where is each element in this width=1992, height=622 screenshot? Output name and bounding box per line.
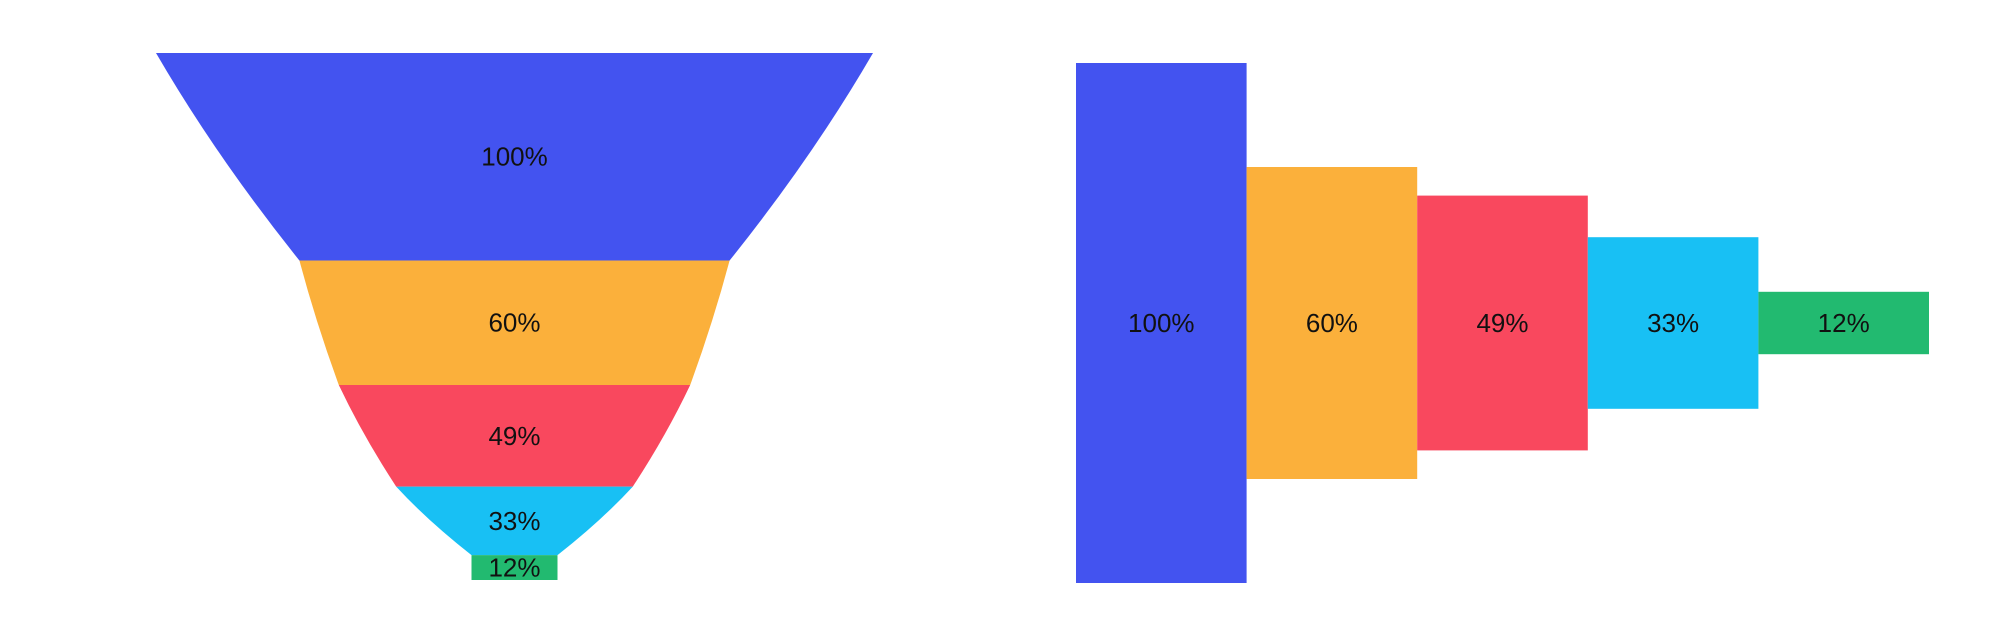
vertical-funnel-chart: 100% 60% 49% 33% 12% bbox=[156, 53, 873, 583]
vertical-funnel-segment-label: 60% bbox=[488, 308, 540, 338]
horizontal-funnel-bar-label: 49% bbox=[1476, 308, 1528, 338]
horizontal-funnel-bar-49[interactable] bbox=[1417, 195, 1588, 451]
horizontal-funnel-bar-60[interactable] bbox=[1246, 167, 1418, 479]
horizontal-funnel-bar-100[interactable] bbox=[1076, 63, 1247, 583]
vertical-funnel-segment-33[interactable] bbox=[396, 486, 633, 556]
horizontal-funnel-bar-label: 33% bbox=[1647, 308, 1699, 338]
vertical-funnel-segment-label: 100% bbox=[481, 142, 548, 172]
vertical-funnel-segment-label: 33% bbox=[488, 506, 540, 536]
horizontal-funnel-bar-label: 12% bbox=[1818, 308, 1870, 338]
vertical-funnel-segment-label: 12% bbox=[488, 553, 540, 583]
vertical-funnel-segment-100[interactable] bbox=[156, 53, 873, 261]
horizontal-funnel-bar-12[interactable] bbox=[1758, 291, 1929, 355]
horizontal-funnel-chart: 100% 60% 49% 33% 12% bbox=[1076, 63, 1929, 583]
vertical-funnel-segment-60[interactable] bbox=[299, 260, 730, 386]
horizontal-funnel-bar-33[interactable] bbox=[1587, 237, 1759, 409]
horizontal-funnel-bar-label: 100% bbox=[1128, 308, 1195, 338]
horizontal-funnel-bar-label: 60% bbox=[1306, 308, 1358, 338]
vertical-funnel-segment-12[interactable] bbox=[471, 555, 558, 580]
vertical-funnel-segment-49[interactable] bbox=[338, 385, 691, 487]
vertical-funnel-segment-label: 49% bbox=[488, 421, 540, 451]
